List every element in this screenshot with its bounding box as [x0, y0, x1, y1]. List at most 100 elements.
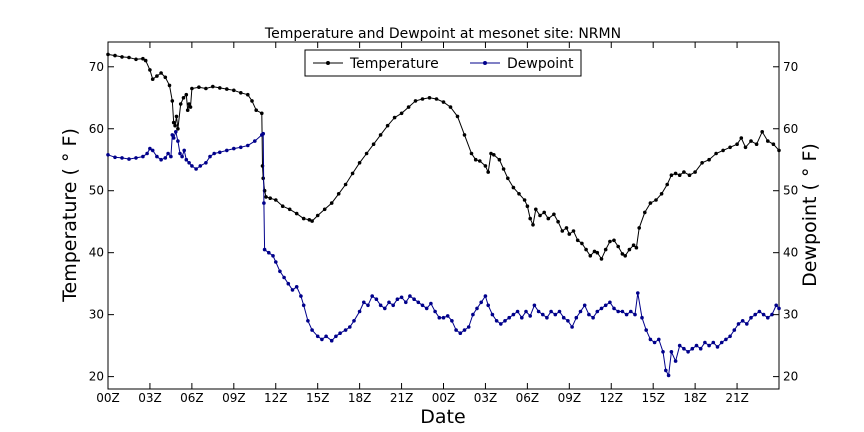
series-layer: [106, 52, 781, 378]
dewpoint-point: [383, 306, 387, 311]
dewpoint-point: [171, 136, 176, 140]
temperature-point: [307, 218, 312, 222]
temperature-point: [455, 114, 460, 119]
temperature-point: [735, 142, 739, 146]
dewpoint-point: [184, 157, 189, 162]
legend-box: [304, 49, 582, 77]
legend-dewpoint-label: Dewpoint: [507, 56, 574, 72]
dewpoint-point: [553, 312, 558, 317]
dewpoint-point: [745, 322, 749, 326]
dewpoint-point: [437, 315, 442, 320]
x-tick-label: 09Z: [222, 391, 246, 405]
dewpoint-point: [198, 164, 203, 168]
dewpoint-point: [391, 303, 396, 308]
plot-area: 20 20 30 30 40 40 50 50 60 60 70 70 00Z 03Z 06Z 09Z 12Z 1…: [89, 41, 798, 405]
dewpoint-point: [711, 340, 716, 345]
dewpoint-point: [471, 312, 475, 317]
dewpoint-point: [740, 319, 745, 323]
temperature-point: [659, 192, 664, 196]
temperature-point: [654, 198, 658, 202]
temperature-point: [564, 226, 569, 230]
temperature-point: [250, 99, 254, 103]
temperature-point: [608, 239, 612, 244]
temperature-point: [150, 77, 155, 81]
x-tick-label: 03Z: [474, 391, 498, 405]
dewpoint-point: [120, 156, 124, 160]
dewpoint-point: [170, 133, 175, 137]
dewpoint-point: [652, 340, 657, 345]
temperature-point: [173, 123, 177, 128]
dewpoint-point: [441, 315, 446, 320]
dewpoint-point: [591, 315, 595, 320]
y-tick-right-label: 60: [783, 122, 798, 136]
dewpoint-point: [176, 139, 180, 143]
dewpoint-point: [520, 315, 524, 320]
temperature-point: [743, 145, 748, 150]
temperature-point: [163, 75, 168, 80]
dewpoint-point: [334, 334, 338, 339]
temperature-point: [232, 88, 236, 93]
dewpoint-point: [664, 368, 668, 373]
temperature-series: [106, 52, 781, 261]
temperature-point: [687, 173, 692, 177]
temperature-point: [627, 247, 632, 252]
chart-title: Temperature and Dewpoint at mesonet site…: [264, 26, 621, 42]
dewpoint-point: [190, 164, 194, 168]
dewpoint-point: [134, 156, 138, 160]
x-tick-label: 12Z: [600, 391, 624, 405]
dewpoint-point: [357, 309, 362, 314]
temperature-point: [106, 52, 110, 57]
dewpoint-point: [262, 201, 266, 205]
temperature-point: [441, 100, 446, 104]
temperature-point: [141, 56, 145, 61]
y-tick-right-label: 70: [783, 60, 798, 74]
dewpoint-point: [163, 156, 168, 160]
temperature-point: [357, 161, 362, 165]
y-tick-left-label: 20: [89, 370, 104, 384]
y-tick-left-label: 50: [89, 184, 104, 198]
temperature-point: [155, 74, 159, 78]
dewpoint-point: [458, 331, 463, 336]
temperature-point: [546, 216, 551, 221]
temperature-point: [542, 210, 546, 215]
legend-temperature-marker: [326, 61, 330, 65]
dewpoint-point: [454, 328, 458, 332]
dewpoint-point: [541, 312, 545, 317]
dewpoint-point: [299, 294, 303, 298]
dewpoint-point: [566, 319, 570, 323]
x-tick-label: 00Z: [432, 391, 456, 405]
temperature-point: [197, 85, 201, 89]
dewpoint-point: [145, 151, 149, 156]
x-axis-label: Date: [420, 406, 465, 428]
temperature-point: [211, 84, 215, 89]
dewpoint-point: [616, 309, 620, 314]
dewpoint-point: [113, 155, 117, 160]
dewpoint-point: [278, 269, 282, 274]
dewpoint-point: [420, 303, 425, 308]
dewpoint-point: [178, 151, 182, 156]
temperature-point: [567, 232, 572, 236]
temperature-point: [420, 97, 425, 101]
temperature-point: [184, 92, 189, 97]
temperature-point: [528, 216, 532, 221]
dewpoint-point: [187, 161, 191, 165]
dewpoint-point: [595, 309, 600, 314]
dewpoint-point: [657, 337, 661, 342]
temperature-point: [749, 139, 753, 143]
dewpoint-point: [253, 139, 257, 143]
dewpoint-point: [549, 309, 553, 314]
x-tick-label: 21Z: [725, 391, 749, 405]
plot-frame: [107, 41, 780, 390]
dewpoint-point: [483, 294, 488, 298]
temperature-point: [525, 204, 530, 208]
temperature-point: [728, 145, 732, 150]
dewpoint-point: [404, 300, 408, 305]
dewpoint-point: [320, 337, 324, 342]
temperature-point: [631, 243, 636, 247]
dewpoint-point: [408, 294, 412, 298]
dewpoint-point: [366, 303, 370, 308]
dewpoint-point: [301, 303, 306, 308]
dewpoint-point: [494, 319, 499, 323]
temperature-point: [682, 170, 686, 174]
dewpoint-point: [603, 303, 608, 308]
